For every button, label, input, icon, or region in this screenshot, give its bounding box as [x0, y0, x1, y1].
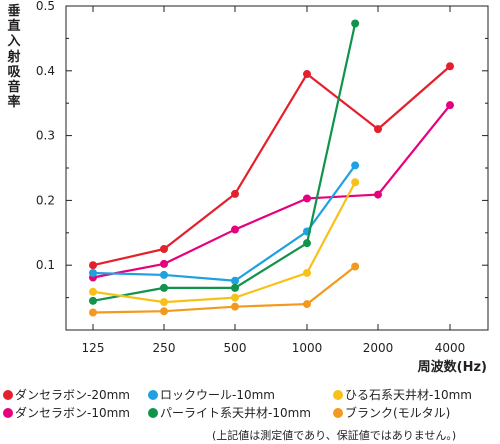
data-point: [303, 300, 311, 309]
data-point: [231, 189, 239, 198]
data-point: [374, 125, 382, 134]
series-line: [92, 104, 451, 279]
series-5: [89, 262, 360, 317]
data-point: [351, 178, 360, 187]
data-point: [303, 70, 311, 79]
x-tick-label: 2000: [363, 341, 394, 355]
data-point: [231, 293, 239, 302]
y-axis-ticks: 0.1 0.2 0.3 0.4 0.5: [36, 0, 488, 299]
data-point: [160, 245, 168, 253]
data-point: [303, 194, 311, 203]
series-1: [89, 101, 454, 282]
data-point: [89, 268, 97, 277]
data-point: [303, 239, 311, 248]
data-point: [231, 225, 239, 234]
y-tick-label: 0.4: [36, 64, 55, 78]
data-point: [351, 19, 360, 28]
data-point: [231, 276, 239, 285]
y-tick-label: 0.2: [36, 193, 55, 207]
data-point: [374, 190, 382, 199]
footnote: (上記値は測定値であり、保証値ではありません。): [212, 429, 457, 442]
series-line: [92, 23, 357, 302]
data-point: [160, 270, 168, 279]
x-tick-label: 500: [224, 341, 247, 355]
x-tick-label: 4000: [435, 341, 466, 355]
y-axis-label: 垂直入射吸音率: [7, 4, 21, 111]
x-tick-label: 125: [82, 341, 105, 355]
x-axis-label: 周波数(Hz): [418, 359, 487, 375]
data-point: [231, 302, 239, 311]
data-point: [160, 298, 168, 307]
series-layer: [89, 19, 454, 317]
x-axis-ticks: 125 250 500 1000 2000 4000: [82, 6, 466, 355]
series-4: [89, 178, 360, 307]
series-line: [92, 65, 451, 267]
plot-frame: [65, 5, 489, 331]
data-point: [446, 62, 454, 71]
data-point: [231, 283, 239, 292]
y-tick-label: 0.1: [36, 258, 55, 272]
y-tick-label: 0.3: [36, 129, 55, 143]
data-point: [446, 101, 454, 110]
x-tick-label: 250: [153, 341, 176, 355]
data-point: [160, 283, 168, 292]
x-tick-label: 1000: [292, 341, 323, 355]
data-point: [351, 262, 360, 271]
data-point: [351, 161, 360, 170]
data-point: [89, 296, 97, 305]
data-point: [160, 307, 168, 316]
series-0: [89, 62, 454, 270]
data-point: [303, 268, 311, 277]
data-point: [89, 308, 97, 317]
axes: [65, 5, 489, 331]
series-line: [92, 164, 357, 282]
data-point: [89, 261, 97, 270]
series-2: [89, 161, 360, 285]
data-point: [89, 287, 97, 296]
y-tick-label: 0.5: [36, 0, 55, 13]
data-point: [160, 259, 168, 268]
series-3: [89, 19, 360, 305]
